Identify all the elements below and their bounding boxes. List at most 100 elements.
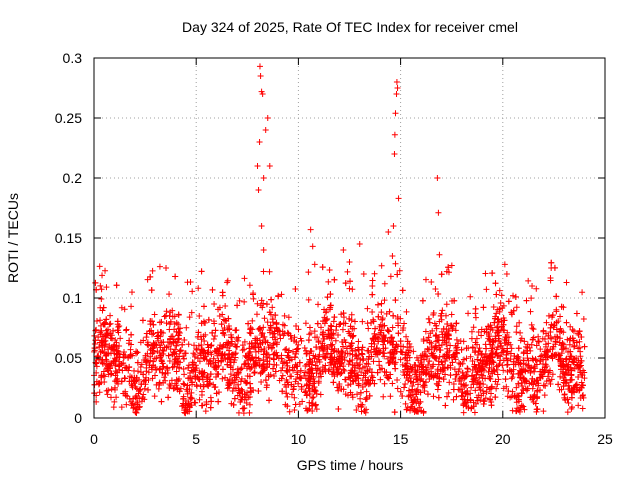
- data-point: [315, 378, 322, 385]
- data-point: [234, 365, 241, 372]
- chart-title: Day 324 of 2025, Rate Of TEC Index for r…: [182, 19, 518, 35]
- x-tick-label: 20: [495, 431, 511, 447]
- data-point: [464, 366, 471, 373]
- data-point: [385, 359, 392, 366]
- data-point: [349, 333, 356, 340]
- data-point: [226, 350, 233, 357]
- data-point: [99, 307, 106, 314]
- data-point: [215, 398, 222, 405]
- data-point: [156, 263, 163, 270]
- data-point: [256, 63, 263, 70]
- data-point: [369, 277, 376, 284]
- data-point: [425, 362, 432, 369]
- data-point: [266, 354, 273, 361]
- data-point: [179, 341, 186, 348]
- data-point: [414, 367, 421, 374]
- data-point: [226, 380, 233, 387]
- data-point: [341, 367, 348, 374]
- data-point: [163, 308, 170, 315]
- data-point: [469, 372, 476, 379]
- data-point: [266, 309, 273, 316]
- data-point: [107, 371, 114, 378]
- data-point: [363, 388, 370, 395]
- data-point: [312, 401, 319, 408]
- data-point: [387, 334, 394, 341]
- data-point: [331, 360, 338, 367]
- data-point: [331, 276, 338, 283]
- data-point: [347, 278, 354, 285]
- data-point: [138, 361, 145, 368]
- data-point: [397, 388, 404, 395]
- data-point: [482, 270, 489, 277]
- data-point: [552, 338, 559, 345]
- data-point: [207, 342, 214, 349]
- data-point: [567, 353, 574, 360]
- data-point: [459, 369, 466, 376]
- data-point: [520, 357, 527, 364]
- data-point: [430, 393, 437, 400]
- data-point: [307, 348, 314, 355]
- data-point: [547, 274, 554, 281]
- data-point: [498, 323, 505, 330]
- data-point: [156, 319, 163, 326]
- data-point: [91, 381, 98, 388]
- data-point: [396, 267, 403, 274]
- data-point: [375, 313, 382, 320]
- data-point: [568, 367, 575, 374]
- data-point: [579, 382, 586, 389]
- data-point: [261, 346, 268, 353]
- data-point: [314, 365, 321, 372]
- data-point: [246, 329, 253, 336]
- data-point: [527, 308, 534, 315]
- data-point: [348, 311, 355, 318]
- data-point: [359, 377, 366, 384]
- data-point: [153, 381, 160, 388]
- y-tick-label: 0.25: [55, 110, 82, 126]
- data-point: [390, 312, 397, 319]
- data-point: [410, 379, 417, 386]
- data-point: [224, 385, 231, 392]
- data-point: [291, 354, 298, 361]
- data-point: [199, 346, 206, 353]
- data-point: [475, 329, 482, 336]
- data-point: [183, 324, 190, 331]
- data-point: [151, 355, 158, 362]
- data-point: [378, 262, 385, 269]
- data-point: [177, 385, 184, 392]
- data-point: [333, 349, 340, 356]
- data-point: [385, 375, 392, 382]
- data-point: [335, 387, 342, 394]
- data-point: [450, 351, 457, 358]
- data-point: [429, 327, 436, 334]
- data-point: [259, 91, 266, 97]
- data-point: [541, 392, 548, 399]
- data-point: [151, 393, 158, 400]
- data-point: [315, 301, 322, 308]
- data-point: [481, 328, 488, 335]
- data-point: [176, 348, 183, 355]
- data-point: [236, 297, 243, 304]
- data-point: [346, 285, 353, 292]
- data-point: [513, 323, 520, 330]
- data-point: [322, 317, 329, 324]
- data-point: [149, 350, 156, 357]
- data-point: [369, 309, 376, 316]
- data-point: [495, 376, 502, 383]
- data-point: [288, 391, 295, 398]
- data-point: [486, 374, 493, 381]
- data-point: [96, 263, 103, 270]
- data-point: [397, 356, 404, 363]
- data-point: [573, 310, 580, 317]
- data-point: [170, 385, 177, 392]
- data-point: [442, 371, 449, 378]
- data-point: [137, 363, 144, 370]
- data-point: [301, 345, 308, 352]
- data-point: [493, 363, 500, 370]
- data-point: [222, 317, 229, 324]
- data-point: [346, 357, 353, 364]
- data-point: [230, 401, 237, 408]
- data-point: [406, 347, 413, 354]
- data-point: [118, 404, 125, 411]
- data-point: [505, 388, 512, 395]
- data-point: [145, 342, 152, 349]
